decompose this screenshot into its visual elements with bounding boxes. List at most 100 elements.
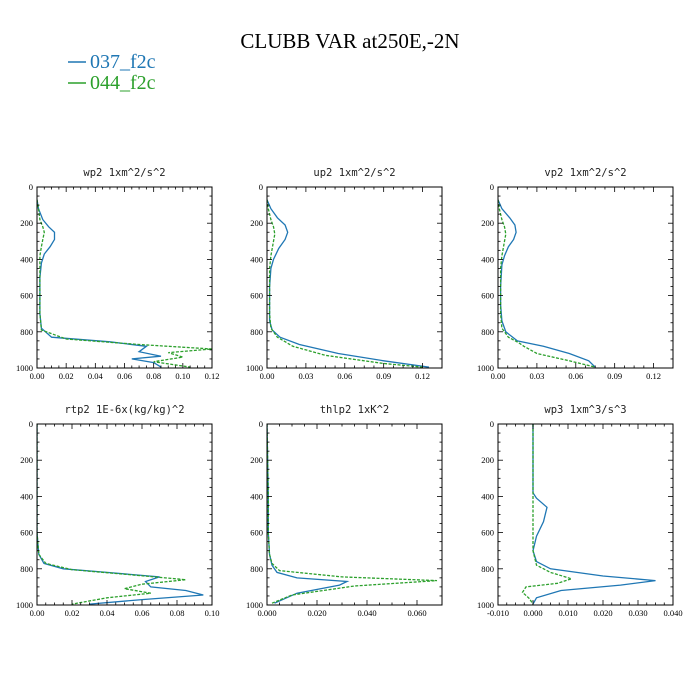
series-line-2-1 [498,199,596,368]
xtick-label-1-4: 0.12 [415,371,430,381]
xtick-label-0-4: 0.08 [146,371,161,381]
ytick-label-5-3: 600 [481,528,494,538]
ytick-label-0-0: 0 [29,182,33,192]
ytick-label-1-5: 1000 [246,363,263,373]
xtick-label-5-3: 0.020 [593,608,612,618]
series-line-1-0 [267,199,430,368]
ytick-label-3-3: 600 [20,528,33,538]
panel-1: up2 1xm^2/s^2 0.00 0.03 0.06 0.09 0.12 0 200 400… [246,167,443,381]
panel-title-4: thlp2 1xK^2 [320,404,390,416]
series-line-5-1 [521,424,574,605]
ytick-label-1-3: 600 [250,291,263,301]
xtick-label-0-6: 0.12 [205,371,220,381]
panel-4: thlp2 1xK^2 0.000 0.020 0.040 0.060 0 200 400 60… [246,404,443,618]
xtick-label-1-2: 0.06 [337,371,352,381]
ytick-label-4-5: 1000 [246,600,263,610]
xtick-label-2-1: 0.03 [529,371,544,381]
xtick-label-5-2: 0.010 [558,608,577,618]
xtick-label-0-2: 0.04 [88,371,104,381]
ytick-label-2-5: 1000 [477,363,494,373]
ytick-label-0-2: 400 [20,254,33,264]
xtick-label-0-3: 0.06 [117,371,132,381]
xtick-label-3-2: 0.04 [100,608,116,618]
legend-label-0: 037_f2c [90,51,156,73]
xtick-label-0-5: 0.10 [175,371,190,381]
ytick-label-1-2: 400 [250,254,263,264]
ytick-label-1-1: 200 [250,218,263,228]
ytick-label-3-0: 0 [29,419,33,429]
ytick-label-4-0: 0 [259,419,263,429]
series-line-5-0 [532,424,656,605]
panel-0: wp2 1xm^2/s^2 0.00 0.02 0.04 0.06 0.08 0.10 0.1… [16,167,219,381]
xtick-label-3-3: 0.06 [135,608,150,618]
xtick-label-2-4: 0.12 [646,371,661,381]
panel-frame-2 [497,186,674,369]
figure-title: CLUBB VAR at250E,-2N [240,29,459,53]
series-line-4-0 [267,424,350,604]
ytick-label-2-2: 400 [481,254,494,264]
legend-label-1: 044_f2c [90,72,156,94]
xtick-label-5-0: -0.010 [487,608,509,618]
ytick-label-5-2: 400 [481,491,494,501]
ytick-label-3-4: 800 [20,564,33,574]
ytick-label-2-0: 0 [490,182,494,192]
xtick-label-5-4: 0.030 [628,608,647,618]
series-line-3-1 [37,424,186,605]
ytick-label-4-4: 800 [250,564,263,574]
xtick-label-5-5: 0.040 [663,608,682,618]
xtick-label-4-1: 0.020 [307,608,326,618]
xtick-label-2-2: 0.06 [568,371,583,381]
panel-frame-3 [36,423,213,606]
panel-2: vp2 1xm^2/s^2 0.00 0.03 0.06 0.09 0.12 0 200 400… [477,167,674,381]
xtick-label-4-0: 0.000 [257,608,276,618]
panel-title-3: rtp2 1E-6x(kg/kg)^2 [64,404,184,416]
xtick-label-3-0: 0.00 [30,608,45,618]
xtick-label-1-1: 0.03 [298,371,313,381]
ytick-label-3-2: 400 [20,491,33,501]
xtick-label-2-0: 0.00 [491,371,506,381]
ytick-label-4-1: 200 [250,455,263,465]
xtick-label-0-0: 0.00 [30,371,45,381]
series-line-4-1 [267,424,438,604]
ytick-label-0-4: 800 [20,327,33,337]
ytick-label-0-5: 1000 [16,363,33,373]
ytick-label-0-3: 600 [20,291,33,301]
panel-frame-0 [36,186,213,369]
xtick-label-4-2: 0.040 [357,608,376,618]
panel-3: rtp2 1E-6x(kg/kg)^2 0.00 0.02 0.04 0.06 0.08 0… [16,404,219,618]
ytick-label-1-4: 800 [250,327,263,337]
xtick-label-4-3: 0.060 [407,608,426,618]
panel-5: wp3 1xm^3/s^3 -0.010 0.000 0.010 0.020 0.030 0… [477,404,683,618]
ytick-label-2-4: 800 [481,327,494,337]
panel-frame-5 [497,423,674,606]
xtick-label-3-4: 0.08 [170,608,185,618]
ytick-label-2-1: 200 [481,218,494,228]
ytick-label-4-3: 600 [250,528,263,538]
xtick-label-2-3: 0.09 [607,371,622,381]
ytick-label-2-3: 600 [481,291,494,301]
chart-panels: wp2 1xm^2/s^2 0.00 0.02 0.04 0.06 0.08 0.10 0.1… [16,167,683,618]
xtick-label-1-0: 0.00 [260,371,275,381]
series-line-2-0 [498,199,596,368]
xtick-label-3-5: 0.10 [205,608,220,618]
panel-title-2: vp2 1xm^2/s^2 [544,167,626,179]
ytick-label-1-0: 0 [259,182,263,192]
series-line-1-1 [267,199,423,368]
ytick-label-3-5: 1000 [16,600,33,610]
ytick-label-5-1: 200 [481,455,494,465]
ytick-label-5-0: 0 [490,419,494,429]
xtick-label-1-3: 0.09 [376,371,391,381]
panel-title-5: wp3 1xm^3/s^3 [544,404,626,416]
panel-title-1: up2 1xm^2/s^2 [313,167,395,179]
ytick-label-4-2: 400 [250,491,263,501]
xtick-label-0-1: 0.02 [59,371,74,381]
panel-title-0: wp2 1xm^2/s^2 [83,167,165,179]
series-line-0-1 [37,199,212,368]
ytick-label-0-1: 200 [20,218,33,228]
ytick-label-3-1: 200 [20,455,33,465]
panel-frame-1 [266,186,443,369]
series-line-3-0 [37,424,204,605]
ytick-label-5-5: 1000 [477,600,494,610]
